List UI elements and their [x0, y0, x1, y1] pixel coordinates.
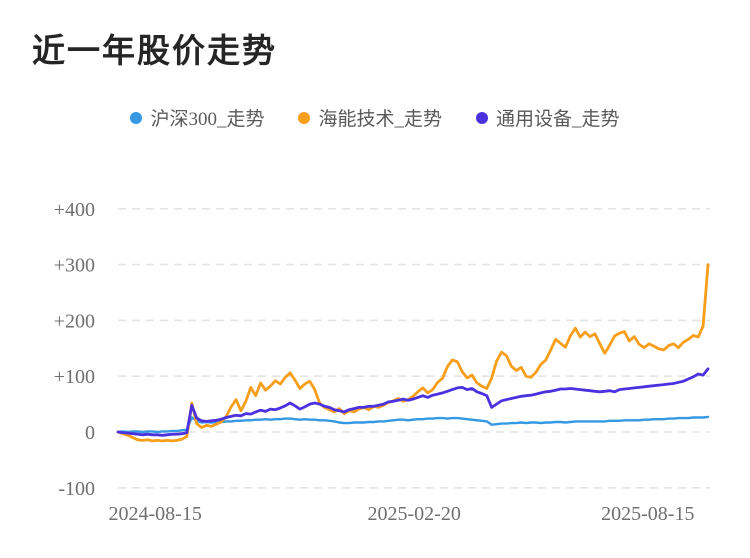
legend-label-tongyong: 通用设备_走势: [496, 109, 620, 130]
trend-line-chart: -100 0 +100 +200 +300 +400 2024-08-15 2025-02-2…: [54, 199, 710, 525]
legend-item-tongyong[interactable]: 通用设备_走势: [476, 104, 620, 131]
chart-legend: 沪深300_走势 海能技术_走势 通用设备_走势: [0, 104, 750, 131]
legend-dot-hs300-icon: [130, 111, 143, 124]
y-axis-tick-label: +400: [54, 199, 95, 221]
legend-label-haineng: 海能技术_走势: [318, 109, 442, 130]
y-axis-tick-label: -100: [58, 478, 95, 500]
legend-label-hs300: 沪深300_走势: [150, 109, 265, 130]
legend-dot-haineng-icon: [298, 111, 311, 124]
series-line-0: [116, 415, 710, 434]
series-line-1: [116, 263, 710, 443]
y-axis-tick-label: 0: [85, 422, 95, 444]
page-title: 近一年股价走势: [32, 32, 277, 69]
x-axis-tick-label: 2024-08-15: [109, 503, 202, 525]
legend-dot-tongyong-icon: [476, 111, 488, 124]
legend-item-haineng[interactable]: 海能技术_走势: [298, 104, 442, 131]
y-axis-tick-label: +200: [54, 310, 95, 332]
y-axis-tick-label: +100: [54, 366, 95, 388]
series-line-2: [116, 367, 710, 437]
legend-item-hs300[interactable]: 沪深300_走势: [130, 104, 264, 131]
x-axis-tick-label: 2025-02-20: [368, 503, 461, 525]
x-axis-tick-label: 2025-08-15: [601, 503, 694, 525]
y-axis-tick-label: +300: [54, 255, 95, 277]
